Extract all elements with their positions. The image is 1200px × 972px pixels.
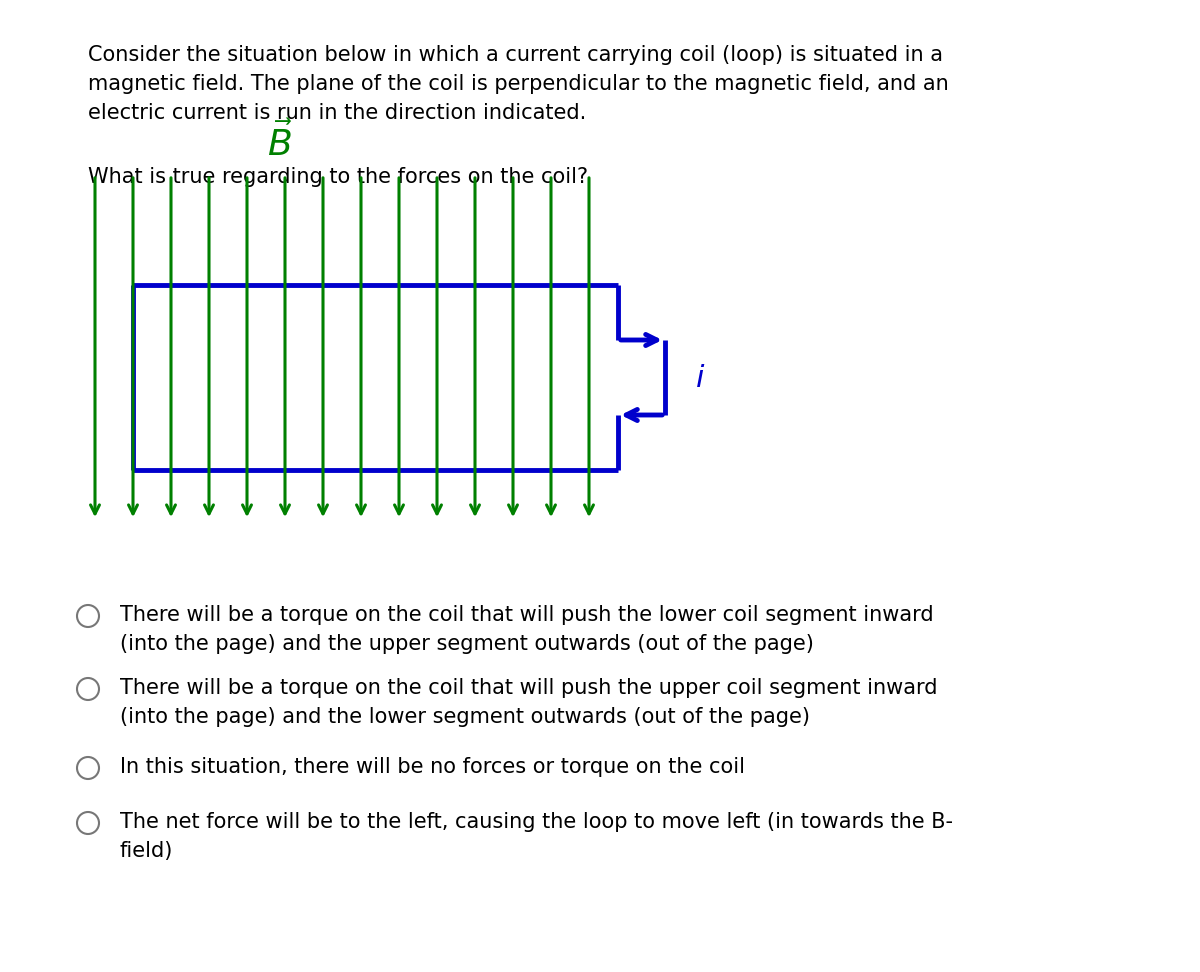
Text: There will be a torque on the coil that will push the upper coil segment inward
: There will be a torque on the coil that … [120, 678, 937, 727]
Text: What is true regarding to the forces on the coil?: What is true regarding to the forces on … [88, 167, 588, 187]
Text: In this situation, there will be no forces or torque on the coil: In this situation, there will be no forc… [120, 757, 745, 777]
Text: $\vec{B}$: $\vec{B}$ [268, 122, 293, 163]
Text: Consider the situation below in which a current carrying coil (loop) is situated: Consider the situation below in which a … [88, 45, 949, 122]
Text: The net force will be to the left, causing the loop to move left (in towards the: The net force will be to the left, causi… [120, 812, 953, 861]
Text: There will be a torque on the coil that will push the lower coil segment inward
: There will be a torque on the coil that … [120, 605, 934, 654]
Text: $i$: $i$ [695, 363, 706, 394]
